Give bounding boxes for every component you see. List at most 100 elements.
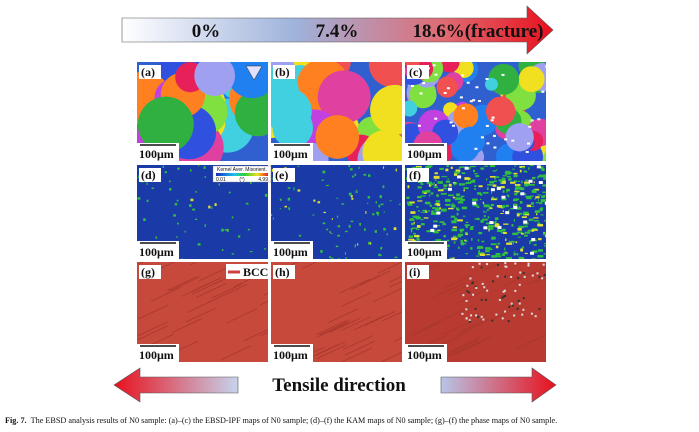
lath <box>317 322 348 338</box>
kam-spot <box>433 182 435 184</box>
kam-spot <box>505 204 509 208</box>
unindexed <box>502 290 505 293</box>
kam-spot <box>279 198 282 201</box>
unindexed <box>490 119 494 122</box>
kam-spot <box>406 196 410 199</box>
kam-spot <box>531 176 536 180</box>
kam-spot <box>247 228 250 231</box>
unindexed <box>517 276 520 279</box>
kam-spot <box>374 230 377 233</box>
kam-spot <box>177 167 180 170</box>
kam-spot <box>380 203 384 206</box>
kam-spot <box>453 173 458 176</box>
unindexed <box>433 224 438 228</box>
kam-spot <box>435 239 442 242</box>
unindexed <box>498 298 501 301</box>
kam-spot <box>476 246 481 249</box>
label-box <box>273 168 295 182</box>
lath <box>448 339 479 355</box>
kam-spot <box>297 165 300 167</box>
lath <box>340 316 371 332</box>
kam-spot <box>348 165 351 168</box>
kam-spot <box>483 204 490 208</box>
kam-spot <box>383 211 385 213</box>
lath <box>443 320 474 335</box>
kam-spot <box>524 231 531 234</box>
lath <box>381 351 402 362</box>
kam-spot <box>465 221 469 224</box>
kam-spot <box>445 180 451 183</box>
lath <box>316 320 347 335</box>
kam-spot <box>423 217 429 219</box>
kam-spot <box>143 218 146 222</box>
kam-spot <box>484 165 488 167</box>
kam-spot <box>263 248 267 250</box>
scale-label: 100μm <box>139 147 174 161</box>
unindexed <box>464 166 469 170</box>
kam-spot <box>437 188 442 190</box>
unindexed <box>538 180 543 184</box>
kam-spot <box>539 208 541 212</box>
kam-spot <box>436 194 439 197</box>
kam-spot <box>514 190 520 193</box>
kam-spot <box>192 208 196 211</box>
kam-spot <box>513 253 517 256</box>
kam-spot <box>352 175 355 178</box>
grain <box>485 77 498 91</box>
unindexed <box>468 291 471 294</box>
kam-spot <box>357 243 359 246</box>
kam-spot <box>485 249 490 253</box>
kam-spot <box>495 252 501 256</box>
kam-spot <box>513 172 518 175</box>
kam-spot <box>413 221 415 225</box>
unindexed <box>486 142 490 145</box>
lath <box>492 305 523 320</box>
kam-spot <box>428 194 431 197</box>
kam-spot <box>514 165 517 167</box>
kam-spot <box>224 229 228 231</box>
unindexed <box>472 293 475 296</box>
kam-spot <box>478 249 480 253</box>
kam-spot <box>505 170 511 173</box>
kam-spot <box>231 216 234 219</box>
kam-spot <box>483 215 486 218</box>
kam-spot <box>506 190 508 193</box>
scale-box <box>405 241 447 259</box>
kam-spot <box>522 213 525 216</box>
kam-spot <box>456 237 458 240</box>
kam-spot <box>534 210 538 213</box>
kam-spot <box>543 174 546 178</box>
kam-spot <box>484 247 491 250</box>
kam-spot <box>431 210 434 213</box>
kam-spot <box>313 199 316 202</box>
kam-spot <box>540 207 544 211</box>
kam-spot <box>520 187 525 191</box>
kam-spot <box>518 256 525 259</box>
unindexed <box>417 124 421 127</box>
kam-spot <box>479 253 486 256</box>
kam-spot <box>506 257 512 259</box>
kam-spot <box>350 220 354 223</box>
kam-spot <box>452 196 456 199</box>
kam-spot <box>544 219 546 222</box>
kam-spot <box>413 232 416 235</box>
kam-spot <box>443 184 448 187</box>
kam-spot <box>537 224 544 227</box>
kam-spot <box>544 234 546 238</box>
kam-spot <box>512 168 515 170</box>
kam-spot <box>407 203 413 206</box>
kam-spot <box>458 246 460 249</box>
panel-label: (b) <box>275 65 290 79</box>
kam-spot <box>469 227 474 231</box>
kam-spot <box>503 252 508 255</box>
kam-spot <box>453 235 457 239</box>
kam-spot <box>355 191 359 193</box>
unindexed <box>465 317 468 320</box>
unindexed <box>480 298 483 301</box>
kam-spot <box>450 215 456 218</box>
unindexed <box>475 86 479 89</box>
unindexed <box>503 289 506 292</box>
unindexed <box>501 195 506 199</box>
kam-spot <box>184 230 186 233</box>
unindexed <box>480 266 483 269</box>
